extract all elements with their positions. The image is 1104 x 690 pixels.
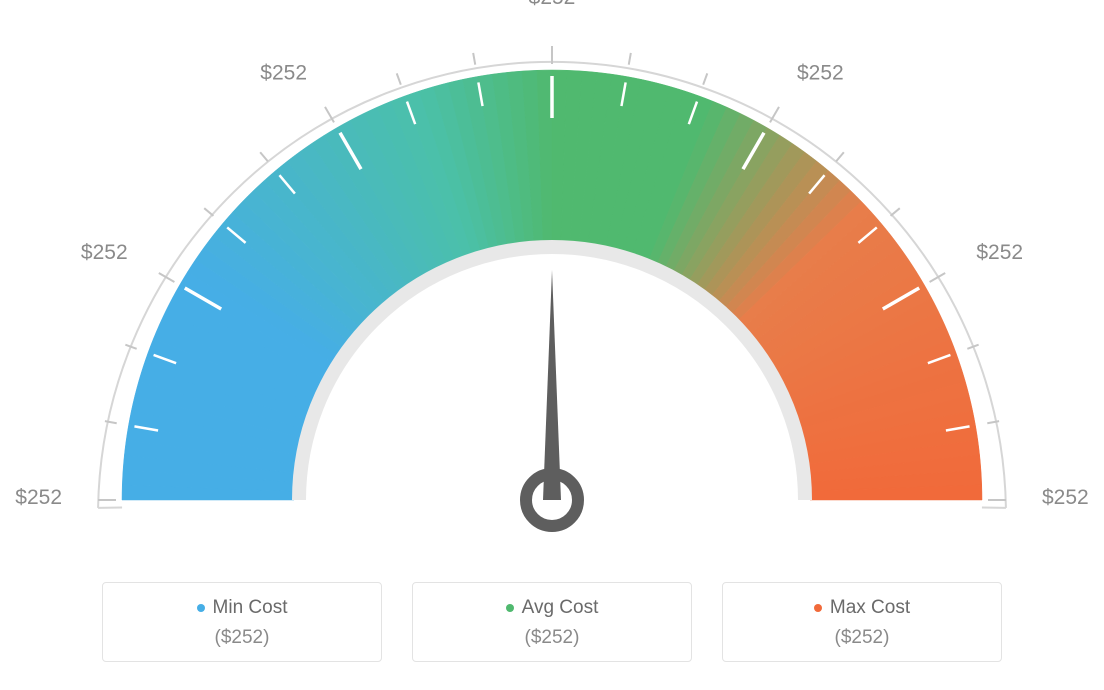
legend-label-text: Avg Cost — [522, 597, 599, 619]
legend-value: ($252) — [413, 627, 691, 649]
legend-label-text: Max Cost — [830, 597, 910, 619]
svg-text:$252: $252 — [15, 486, 62, 509]
legend-card-max: Max Cost ($252) — [722, 582, 1002, 662]
dot-icon — [506, 604, 514, 612]
gauge-chart: $252 $252 $252 $252 $252 $252 $252 — [0, 0, 1104, 560]
svg-text:$252: $252 — [797, 62, 844, 85]
legend-label: Min Cost — [197, 597, 288, 619]
legend-row: Min Cost ($252) Avg Cost ($252) Max Cost… — [0, 582, 1104, 662]
svg-text:$252: $252 — [81, 241, 128, 264]
svg-text:$252: $252 — [529, 0, 576, 9]
legend-label-text: Min Cost — [213, 597, 288, 619]
legend-card-avg: Avg Cost ($252) — [412, 582, 692, 662]
legend-card-min: Min Cost ($252) — [102, 582, 382, 662]
svg-text:$252: $252 — [976, 241, 1023, 264]
svg-text:$252: $252 — [260, 62, 307, 85]
dot-icon — [814, 604, 822, 612]
svg-text:$252: $252 — [1042, 486, 1089, 509]
dot-icon — [197, 604, 205, 612]
legend-value: ($252) — [103, 627, 381, 649]
legend-value: ($252) — [723, 627, 1001, 649]
legend-label: Max Cost — [814, 597, 910, 619]
legend-label: Avg Cost — [506, 597, 599, 619]
